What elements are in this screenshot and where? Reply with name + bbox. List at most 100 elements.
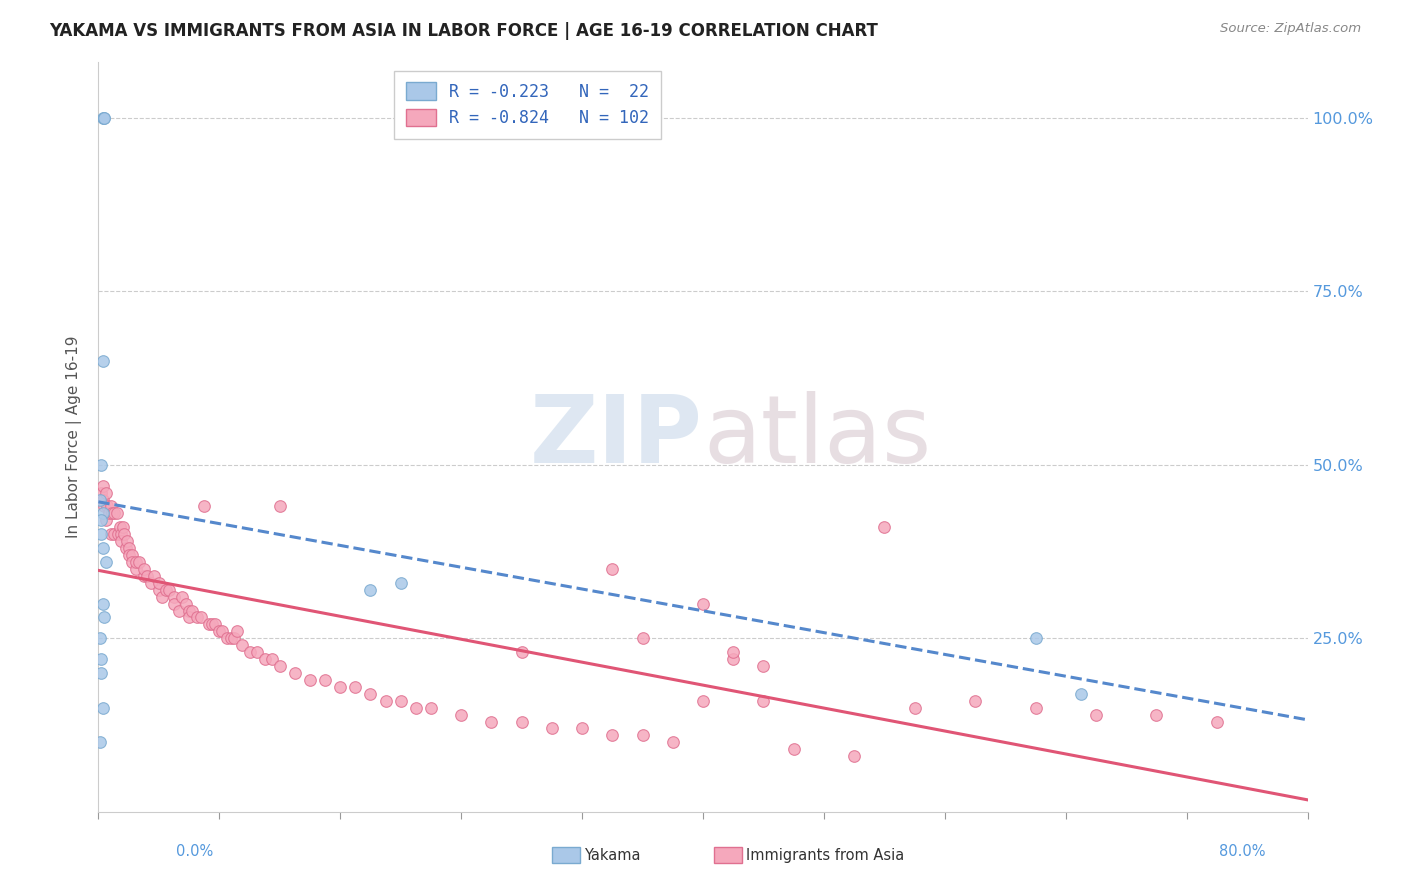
- Point: [540, 722, 562, 736]
- Point: [125, 562, 148, 576]
- Point: [374, 694, 396, 708]
- Point: [94, 555, 117, 569]
- Point: [215, 632, 238, 646]
- Point: [1206, 714, 1229, 729]
- Point: [148, 575, 170, 590]
- Point: [481, 714, 503, 729]
- Point: [602, 728, 624, 742]
- Point: [284, 665, 307, 680]
- Point: [159, 582, 181, 597]
- Point: [110, 534, 132, 549]
- Point: [107, 527, 129, 541]
- Point: [132, 569, 155, 583]
- Point: [110, 527, 132, 541]
- Point: [90, 458, 112, 472]
- Point: [135, 569, 157, 583]
- Point: [269, 500, 291, 514]
- Point: [450, 707, 472, 722]
- Point: [299, 673, 322, 687]
- Point: [965, 694, 987, 708]
- Point: [1070, 687, 1092, 701]
- Point: [93, 610, 115, 624]
- Point: [114, 541, 136, 555]
- Point: [752, 694, 775, 708]
- Point: [692, 694, 714, 708]
- Point: [93, 111, 115, 125]
- Point: [167, 603, 190, 617]
- Point: [105, 507, 128, 521]
- Point: [844, 749, 866, 764]
- Point: [904, 700, 927, 714]
- Point: [91, 353, 114, 368]
- Point: [360, 582, 382, 597]
- Point: [90, 665, 112, 680]
- Point: [118, 548, 141, 562]
- Point: [329, 680, 352, 694]
- Text: atlas: atlas: [703, 391, 931, 483]
- Point: [100, 527, 122, 541]
- Point: [128, 555, 150, 569]
- Point: [98, 507, 121, 521]
- Point: [1024, 700, 1046, 714]
- Point: [253, 652, 276, 666]
- Point: [150, 590, 173, 604]
- Point: [91, 700, 114, 714]
- Point: [571, 722, 593, 736]
- Point: [94, 485, 117, 500]
- Point: [121, 555, 143, 569]
- Point: [89, 632, 111, 646]
- Point: [752, 659, 775, 673]
- Point: [91, 541, 114, 555]
- Point: [115, 534, 138, 549]
- Point: [208, 624, 231, 639]
- Point: [93, 500, 115, 514]
- Point: [89, 735, 111, 749]
- Point: [91, 507, 114, 521]
- Text: Source: ZipAtlas.com: Source: ZipAtlas.com: [1220, 22, 1361, 36]
- Point: [1085, 707, 1108, 722]
- Point: [314, 673, 336, 687]
- Point: [197, 617, 219, 632]
- Point: [94, 513, 117, 527]
- Point: [723, 652, 745, 666]
- Point: [103, 507, 125, 521]
- Point: [125, 555, 148, 569]
- Point: [90, 652, 112, 666]
- Point: [90, 527, 112, 541]
- Point: [179, 610, 201, 624]
- Point: [510, 714, 533, 729]
- Point: [226, 624, 249, 639]
- Point: [631, 632, 654, 646]
- Point: [224, 632, 246, 646]
- Point: [91, 111, 114, 125]
- Text: ZIP: ZIP: [530, 391, 703, 483]
- Point: [239, 645, 262, 659]
- Point: [121, 548, 143, 562]
- Point: [163, 590, 186, 604]
- Point: [246, 645, 269, 659]
- Point: [510, 645, 533, 659]
- Point: [723, 645, 745, 659]
- Point: [186, 610, 208, 624]
- Point: [112, 527, 135, 541]
- Point: [344, 680, 367, 694]
- Point: [269, 659, 291, 673]
- Point: [231, 638, 253, 652]
- Y-axis label: In Labor Force | Age 16-19: In Labor Force | Age 16-19: [66, 335, 83, 539]
- Point: [100, 500, 122, 514]
- Point: [118, 541, 141, 555]
- Point: [91, 478, 114, 492]
- Point: [602, 562, 624, 576]
- Point: [90, 513, 112, 527]
- Point: [873, 520, 896, 534]
- Point: [181, 603, 204, 617]
- Point: [692, 597, 714, 611]
- Point: [132, 562, 155, 576]
- Point: [661, 735, 683, 749]
- Point: [631, 728, 654, 742]
- Point: [262, 652, 284, 666]
- Point: [91, 492, 114, 507]
- Point: [221, 632, 243, 646]
- Point: [89, 492, 111, 507]
- Point: [190, 610, 212, 624]
